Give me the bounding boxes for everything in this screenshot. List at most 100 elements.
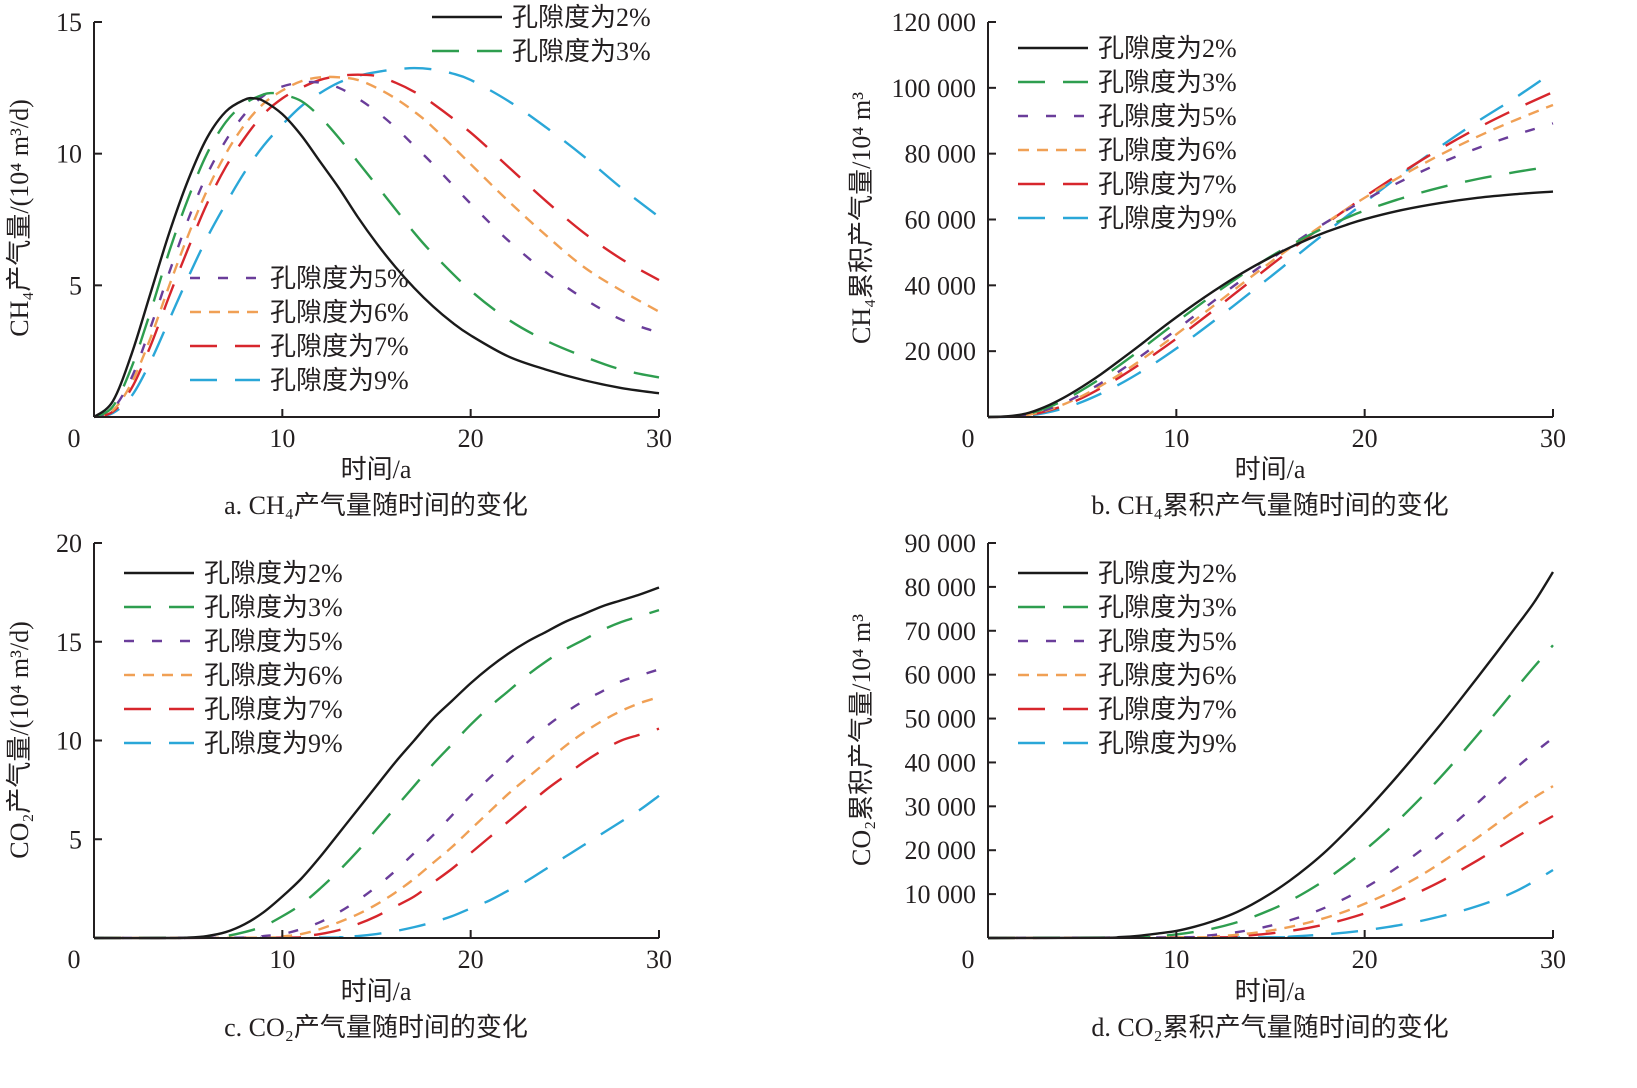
panel-c-x-tick-label: 10 [269, 945, 295, 974]
panel-c-y-tick-label: 5 [69, 825, 82, 854]
panel-a-series-1-line [93, 91, 660, 419]
panel-c-series-2-line [93, 668, 660, 940]
panel-c-legend-label: 孔隙度为3% [204, 593, 343, 622]
panel-c-legend-label: 孔隙度为5% [204, 627, 343, 656]
panel-d-y-tick-label: 10 000 [905, 880, 977, 909]
panel-a-legend-label: 孔隙度为5% [270, 264, 409, 293]
panel-d-legend-item: 孔隙度为6% [1018, 661, 1237, 690]
panel-d-legend-item: 孔隙度为3% [1018, 593, 1237, 622]
panel-a-y-tick-label: 15 [56, 8, 82, 37]
panel-b-y-tick-label: 60 000 [905, 206, 977, 235]
panel-a-legend-item: 孔隙度为2% [432, 3, 651, 32]
panel-c-caption: c. CO₂产气量随时间的变化 [224, 1013, 528, 1042]
panel-d-x-tick-label: 10 [1163, 945, 1189, 974]
panel-d-legend-item: 孔隙度为2% [1018, 559, 1237, 588]
panel-c-legend-item: 孔隙度为2% [124, 559, 343, 588]
panel-d-x-tick-label: 0 [962, 945, 975, 974]
panel-d-legend-label: 孔隙度为3% [1098, 593, 1237, 622]
panel-b-x-tick-label: 0 [962, 424, 975, 453]
panel-c-x-tick-label: 30 [646, 945, 672, 974]
panel-b-ch4-cumulative: 0 10 20 30 20 000 40 000 60 000 80 000 100 000 12… [847, 8, 1566, 520]
panel-b-series-2-line [987, 122, 1554, 419]
panel-b-series-0-line [987, 190, 1554, 419]
panel-b-series-3-line [987, 103, 1554, 419]
panel-b-legend-item: 孔隙度为2% [1018, 34, 1237, 63]
panel-c-axes: 0 10 20 30 5 10 15 20 [56, 529, 672, 974]
panel-b-legend-label: 孔隙度为6% [1098, 136, 1237, 165]
panel-d-legend-label: 孔隙度为2% [1098, 559, 1237, 588]
panel-a-y-tick-label: 5 [69, 271, 82, 300]
panel-c-y-tick-label: 15 [56, 628, 82, 657]
panel-b-axes: 0 10 20 30 20 000 40 000 60 000 80 000 100 000 12… [892, 8, 1567, 453]
panel-d-series-5-line [987, 868, 1554, 940]
panel-a-legend: 孔隙度为2% 孔隙度为3% 孔隙度为5% 孔隙度为6% 孔隙度为7% 孔隙度为9% [190, 3, 651, 395]
panel-d-legend-label: 孔隙度为5% [1098, 627, 1237, 656]
panel-d-legend-item: 孔隙度为5% [1018, 627, 1237, 656]
panel-a-xlabel: 时间/a [341, 455, 412, 484]
panel-c-legend: 孔隙度为2% 孔隙度为3% 孔隙度为5% 孔隙度为6% 孔隙度为7% 孔隙度为9% [124, 559, 343, 758]
panel-b-legend-item: 孔隙度为5% [1018, 102, 1237, 131]
panel-a-caption: a. CH₄产气量随时间的变化 [224, 491, 528, 520]
panel-d-y-tick-label: 80 000 [905, 573, 977, 602]
panel-c-legend-item: 孔隙度为7% [124, 695, 343, 724]
panel-a-series [93, 66, 660, 419]
panel-a-series-3-line [93, 75, 660, 419]
panel-b-y-tick-label: 100 000 [892, 74, 977, 103]
panel-d-legend-label: 孔隙度为6% [1098, 661, 1237, 690]
panel-d-series-1-line [987, 644, 1554, 940]
panel-c-legend-label: 孔隙度为6% [204, 661, 343, 690]
panel-d-y-tick-label: 90 000 [905, 529, 977, 558]
panel-b-legend-label: 孔隙度为7% [1098, 170, 1237, 199]
panel-c-series-3-line [93, 695, 660, 940]
panel-d-co2-cumulative: 0 10 20 30 10 000 20 000 30 000 40 000 50 000 60 … [847, 529, 1566, 1042]
panel-a-x-tick-label: 10 [269, 424, 295, 453]
panel-c-y-tick-label: 10 [56, 727, 82, 756]
panel-c-x-tick-label: 0 [68, 945, 81, 974]
panel-c-legend-label: 孔隙度为9% [204, 729, 343, 758]
panel-b-series [987, 71, 1554, 419]
panel-b-legend-item: 孔隙度为9% [1018, 204, 1237, 233]
panel-d-ylabel: CO₂累积产气量/10⁴ m³ [847, 614, 876, 866]
panel-c-legend-item: 孔隙度为5% [124, 627, 343, 656]
panel-c-legend-item: 孔隙度为6% [124, 661, 343, 690]
panel-b-legend-item: 孔隙度为6% [1018, 136, 1237, 165]
panel-b-x-tick-label: 20 [1352, 424, 1378, 453]
panel-a-series-4-line [93, 73, 660, 419]
panel-a-y-tick-label: 10 [56, 140, 82, 169]
panel-c-x-tick-label: 20 [458, 945, 484, 974]
panel-a-legend-item: 孔隙度为9% [190, 366, 409, 395]
panel-a-legend-label: 孔隙度为6% [270, 298, 409, 327]
panel-b-legend-label: 孔隙度为3% [1098, 68, 1237, 97]
panel-c-legend-label: 孔隙度为7% [204, 695, 343, 724]
panel-d-legend-label: 孔隙度为9% [1098, 729, 1237, 758]
panel-b-y-tick-label: 20 000 [905, 337, 977, 366]
panel-b-x-tick-label: 10 [1163, 424, 1189, 453]
panel-b-legend: 孔隙度为2% 孔隙度为3% 孔隙度为5% 孔隙度为6% 孔隙度为7% 孔隙度为9% [1018, 34, 1237, 233]
panel-d-series-4-line [987, 814, 1554, 940]
panel-a-legend-item: 孔隙度为3% [432, 37, 651, 66]
panel-a-series-2-line [93, 80, 660, 419]
panel-a-legend-label: 孔隙度为7% [270, 332, 409, 361]
panel-c-ylabel: CO₂产气量/(10⁴ m³/d) [5, 621, 34, 859]
panel-a-x-tick-label: 30 [646, 424, 672, 453]
panel-d-legend-item: 孔隙度为9% [1018, 729, 1237, 758]
panel-a-legend-label: 孔隙度为3% [512, 37, 651, 66]
panel-a-series-0-line [93, 96, 660, 418]
panel-d-y-tick-label: 60 000 [905, 661, 977, 690]
panel-b-caption: b. CH₄累积产气量随时间的变化 [1091, 491, 1448, 520]
panel-c-y-tick-label: 20 [56, 529, 82, 558]
panel-a-legend-item: 孔隙度为6% [190, 298, 409, 327]
panel-b-legend-item: 孔隙度为7% [1018, 170, 1237, 199]
panel-d-axes: 0 10 20 30 10 000 20 000 30 000 40 000 50 000 60 … [905, 529, 1567, 974]
panel-a-x-tick-label: 0 [68, 424, 81, 453]
panel-d-series-3-line [987, 785, 1554, 940]
panel-b-legend-label: 孔隙度为2% [1098, 34, 1237, 63]
panel-c-legend-label: 孔隙度为2% [204, 559, 343, 588]
panel-a-legend-item: 孔隙度为5% [190, 264, 409, 293]
panel-a-legend-label: 孔隙度为9% [270, 366, 409, 395]
panel-d-y-tick-label: 40 000 [905, 748, 977, 777]
panel-d-legend-item: 孔隙度为7% [1018, 695, 1237, 724]
panel-b-legend-label: 孔隙度为9% [1098, 204, 1237, 233]
